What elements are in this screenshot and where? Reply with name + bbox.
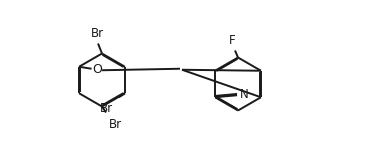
Text: Br: Br — [100, 102, 113, 115]
Text: Br: Br — [91, 27, 104, 40]
Text: N: N — [240, 88, 249, 101]
Text: F: F — [229, 34, 235, 46]
Text: O: O — [92, 63, 102, 76]
Text: Br: Br — [109, 117, 122, 131]
